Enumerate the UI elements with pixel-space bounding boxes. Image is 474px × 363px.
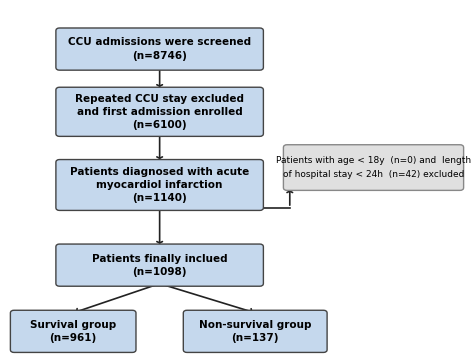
FancyBboxPatch shape (283, 145, 464, 190)
Text: (n=6100): (n=6100) (132, 120, 187, 130)
FancyBboxPatch shape (183, 310, 327, 352)
Text: (n=8746): (n=8746) (132, 51, 187, 61)
FancyBboxPatch shape (10, 310, 136, 352)
Text: Survival group: Survival group (30, 320, 116, 330)
Text: Repeated CCU stay excluded: Repeated CCU stay excluded (75, 94, 244, 103)
FancyBboxPatch shape (56, 28, 264, 70)
Text: myocardiol infarction: myocardiol infarction (96, 180, 223, 190)
Text: CCU admissions were screened: CCU admissions were screened (68, 37, 251, 48)
Text: (n=1140): (n=1140) (132, 193, 187, 203)
Text: Non-survival group: Non-survival group (199, 320, 311, 330)
Text: (n=137): (n=137) (231, 333, 279, 343)
Text: (n=961): (n=961) (50, 333, 97, 343)
FancyBboxPatch shape (56, 87, 264, 136)
FancyBboxPatch shape (56, 244, 264, 286)
FancyBboxPatch shape (56, 160, 264, 211)
Text: and first admission enrolled: and first admission enrolled (77, 107, 243, 117)
Text: (n=1098): (n=1098) (132, 267, 187, 277)
Text: of hospital stay < 24h  (n=42) excluded: of hospital stay < 24h (n=42) excluded (283, 170, 464, 179)
Text: Patients finally inclued: Patients finally inclued (92, 253, 228, 264)
Text: Patients with age < 18y  (n=0) and  length: Patients with age < 18y (n=0) and length (276, 156, 471, 166)
Text: Patients diagnosed with acute: Patients diagnosed with acute (70, 167, 249, 177)
